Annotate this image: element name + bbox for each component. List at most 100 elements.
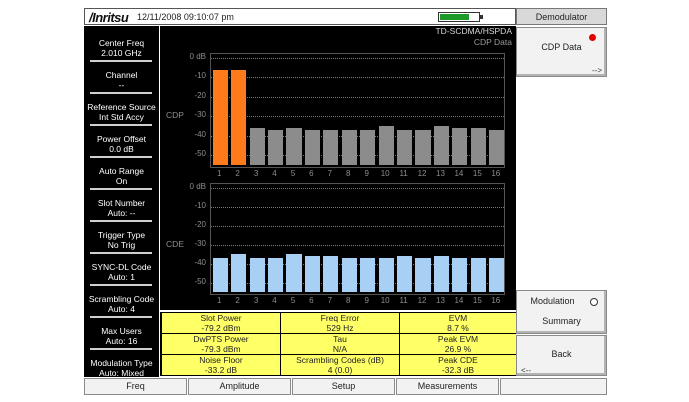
parameter-value: Auto: 16 bbox=[105, 336, 138, 346]
x-tick-label: 6 bbox=[309, 296, 314, 305]
x-tick-label: 8 bbox=[346, 296, 351, 305]
result-cell: Peak EVM 26.9 % bbox=[400, 334, 516, 354]
parameter-item: Modulation Type Auto: Mixed bbox=[84, 358, 159, 382]
bar bbox=[341, 257, 357, 292]
result-cell: Freq Error 529 Hz bbox=[281, 313, 399, 333]
bottom-softkey[interactable] bbox=[500, 378, 607, 395]
parameter-value: 0.0 dB bbox=[109, 144, 134, 154]
bar bbox=[286, 254, 302, 292]
parameter-value: On bbox=[115, 176, 128, 186]
result-label: EVM bbox=[448, 313, 468, 323]
y-tick-label: 0 dB bbox=[189, 182, 206, 191]
parameter-item: SYNC-DL Code Auto: 1 bbox=[84, 262, 159, 286]
parameter-item: Scrambling Code Auto: 4 bbox=[84, 294, 159, 318]
result-value: -79.2 dBm bbox=[201, 322, 241, 333]
x-tick-label: 11 bbox=[399, 169, 408, 178]
parameter-value: Auto: 1 bbox=[108, 272, 135, 282]
parameter-divider bbox=[90, 156, 152, 158]
bar bbox=[378, 126, 394, 165]
bar bbox=[489, 257, 505, 292]
result-value: 8.7 % bbox=[447, 322, 469, 333]
parameter-panel: Center Freq 2.010 GHz Channel -- Reference S… bbox=[84, 26, 159, 382]
battery-level bbox=[440, 14, 469, 20]
bar bbox=[323, 129, 339, 165]
x-tick-label: 4 bbox=[272, 296, 277, 305]
result-cell: Tau N/A bbox=[281, 334, 399, 354]
x-tick-label: 10 bbox=[380, 169, 390, 178]
parameter-value: Auto: -- bbox=[107, 208, 136, 218]
bar bbox=[286, 128, 302, 165]
x-tick-label: 7 bbox=[327, 169, 333, 178]
parameter-item: Max Users Auto: 16 bbox=[84, 326, 159, 350]
bottom-softkey[interactable]: Setup bbox=[292, 378, 395, 395]
bar bbox=[249, 128, 265, 165]
bar bbox=[341, 129, 357, 165]
modulation-summary-button[interactable]: Modulation Summary bbox=[516, 290, 607, 334]
bar bbox=[212, 257, 228, 292]
result-value: 26.9 % bbox=[444, 343, 472, 354]
y-tick-label: 0 dB bbox=[189, 52, 206, 61]
bar bbox=[360, 129, 376, 165]
result-cell: Noise Floor -33.2 dB bbox=[162, 355, 280, 375]
parameter-label: Trigger Type bbox=[97, 230, 146, 240]
gridline bbox=[211, 135, 504, 137]
x-tick-label: 1 bbox=[216, 296, 222, 305]
gridline bbox=[211, 116, 504, 118]
x-tick-label: 9 bbox=[364, 169, 369, 178]
x-tick-label: 16 bbox=[491, 296, 501, 305]
y-tick-label: -50 bbox=[194, 149, 206, 159]
gridline bbox=[211, 58, 504, 59]
x-tick-label: 16 bbox=[491, 169, 501, 178]
back-arrow-icon: <-- bbox=[521, 366, 531, 375]
menu-title: Demodulator bbox=[516, 8, 607, 25]
unselected-indicator-icon bbox=[590, 298, 598, 306]
x-tick-label: 8 bbox=[346, 169, 351, 178]
bottom-softkey[interactable]: Amplitude bbox=[188, 378, 291, 395]
gridline bbox=[211, 96, 504, 98]
result-value: -32.3 dB bbox=[441, 364, 475, 375]
back-button[interactable]: Back <-- bbox=[516, 335, 607, 376]
gridline bbox=[211, 206, 504, 208]
bar bbox=[433, 126, 450, 165]
cde-chart bbox=[210, 183, 505, 295]
gridline bbox=[211, 282, 504, 284]
gridline bbox=[211, 263, 504, 265]
gridline bbox=[211, 155, 504, 157]
bottom-menu-bar: Freq Amplitude Setup Measurements bbox=[84, 378, 607, 395]
status-bar: /Inritsu 12/11/2008 09:10:07 pm bbox=[84, 8, 516, 25]
bar bbox=[470, 257, 486, 292]
y-tick-label: -40 bbox=[194, 257, 206, 267]
cdp-data-button[interactable]: CDP Data --> bbox=[516, 27, 607, 77]
anritsu-logo: /Inritsu bbox=[89, 10, 129, 25]
battery-icon bbox=[438, 12, 480, 22]
parameter-divider bbox=[90, 92, 152, 94]
gridline bbox=[211, 188, 504, 189]
x-tick-label: 13 bbox=[436, 296, 445, 305]
x-tick-label: 11 bbox=[399, 296, 408, 305]
bar bbox=[323, 256, 339, 292]
parameter-value: Auto: Mixed bbox=[99, 368, 144, 378]
x-tick-label: 2 bbox=[235, 296, 240, 305]
x-tick-label: 10 bbox=[380, 296, 390, 305]
result-label: DwPTS Power bbox=[193, 334, 249, 344]
result-value: -33.2 dB bbox=[204, 364, 238, 375]
bottom-softkey[interactable]: Freq bbox=[84, 378, 187, 395]
modulation-label: Modulation bbox=[530, 296, 575, 306]
x-tick-label: 6 bbox=[309, 169, 314, 178]
result-value: N/A bbox=[332, 343, 348, 354]
bar bbox=[360, 257, 376, 292]
parameter-divider bbox=[90, 252, 152, 254]
result-value: -79.3 dBm bbox=[201, 343, 241, 354]
bar bbox=[415, 129, 431, 165]
parameter-item: Center Freq 2.010 GHz bbox=[84, 38, 159, 62]
result-label: Peak EVM bbox=[437, 334, 479, 344]
bar bbox=[433, 256, 450, 292]
parameter-item: Auto Range On bbox=[84, 166, 159, 190]
x-tick-label: 1 bbox=[216, 169, 222, 178]
gridline bbox=[211, 77, 504, 79]
parameter-value: -- bbox=[118, 80, 125, 90]
bottom-softkey[interactable]: Measurements bbox=[396, 378, 499, 395]
result-label: Slot Power bbox=[200, 313, 242, 323]
axis-name: CDP bbox=[166, 110, 184, 121]
x-tick-label: 14 bbox=[454, 296, 464, 305]
